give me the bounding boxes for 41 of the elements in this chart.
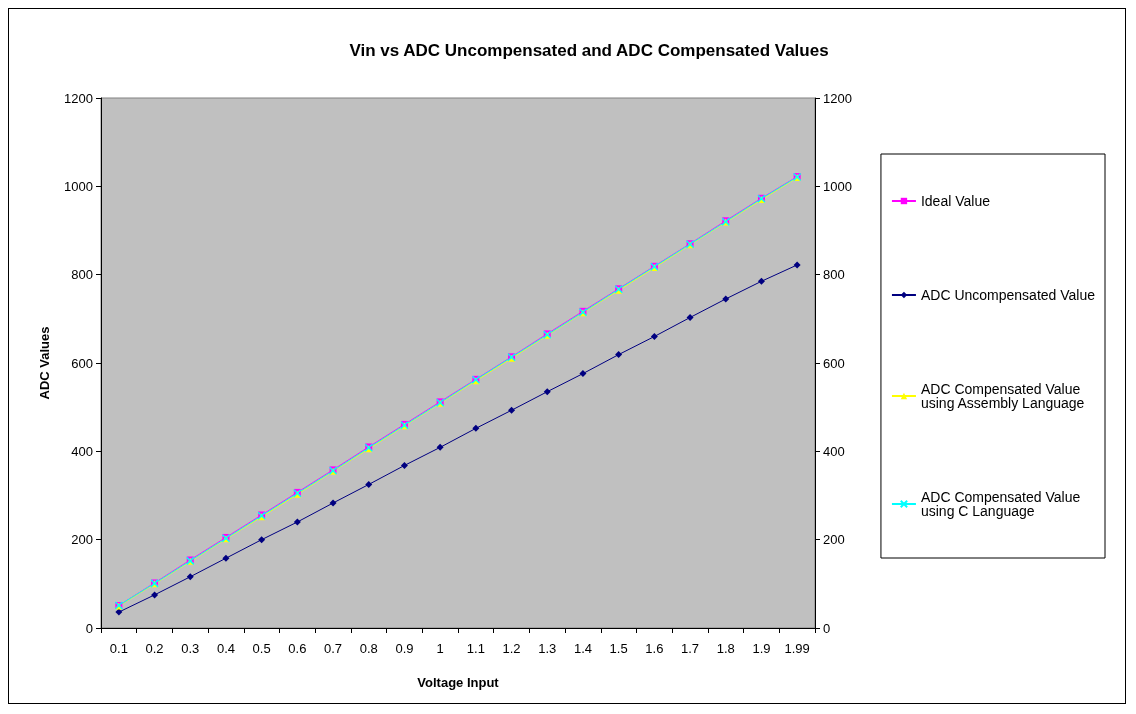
x-tick-label: 1.9 bbox=[752, 641, 771, 656]
legend-label: ADC Compensated Value using C Language bbox=[920, 489, 1085, 519]
x-tick-label: 0.4 bbox=[216, 641, 235, 656]
y2-tick-label: 1200 bbox=[823, 90, 852, 106]
y2-tick-label: 800 bbox=[823, 267, 845, 283]
y-tick-label: 0 bbox=[85, 620, 93, 636]
y-tick-label: 200 bbox=[71, 532, 93, 548]
x-tick-label: 1.6 bbox=[645, 641, 664, 656]
x-tick-label: 0.2 bbox=[145, 641, 164, 656]
y-axis-title: ADC Values bbox=[37, 326, 52, 400]
y-tick-label: 600 bbox=[71, 355, 93, 371]
x-tick-label: 0.3 bbox=[181, 641, 200, 656]
y2-tick-label: 0 bbox=[823, 620, 831, 636]
y2-tick-label: 600 bbox=[823, 355, 845, 371]
y-tick-label: 1000 bbox=[64, 178, 93, 194]
x-tick-label: 0.7 bbox=[324, 641, 343, 656]
y2-tick-label: 200 bbox=[823, 532, 845, 548]
x-tick-label: 1.4 bbox=[573, 641, 592, 656]
y2-tick-label: 400 bbox=[823, 443, 845, 459]
x-tick-label: 1.8 bbox=[716, 641, 735, 656]
x-tick-label: 0.5 bbox=[252, 641, 271, 656]
x-tick-label: 1.2 bbox=[502, 641, 521, 656]
x-axis-title: Voltage Input bbox=[417, 675, 500, 690]
legend-label: ADC Compensated Value using Assembly Language bbox=[920, 381, 1085, 411]
x-tick-label: 0.8 bbox=[359, 641, 378, 656]
y-tick-label: 1200 bbox=[64, 90, 93, 106]
x-tick-label: 1.1 bbox=[466, 641, 485, 656]
legend-label: ADC Uncompensated Value bbox=[920, 287, 1096, 303]
x-tick-label: 1.5 bbox=[609, 641, 628, 656]
x-tick-label: 0.6 bbox=[288, 641, 307, 656]
x-tick-label: 1.3 bbox=[538, 641, 557, 656]
legend-label: Ideal Value bbox=[920, 193, 991, 209]
y-tick-label: 800 bbox=[71, 267, 93, 283]
x-tick-label: 0.9 bbox=[395, 641, 414, 656]
y2-tick-label: 1000 bbox=[823, 178, 852, 194]
chart-title: Vin vs ADC Uncompensated and ADC Compensated Values bbox=[349, 41, 829, 60]
y-tick-label: 400 bbox=[71, 443, 93, 459]
x-tick-label: 1.7 bbox=[681, 641, 700, 656]
x-tick-label: 1 bbox=[436, 641, 444, 656]
x-tick-label: 0.1 bbox=[109, 641, 128, 656]
x-tick-label: 1.99 bbox=[784, 641, 810, 656]
